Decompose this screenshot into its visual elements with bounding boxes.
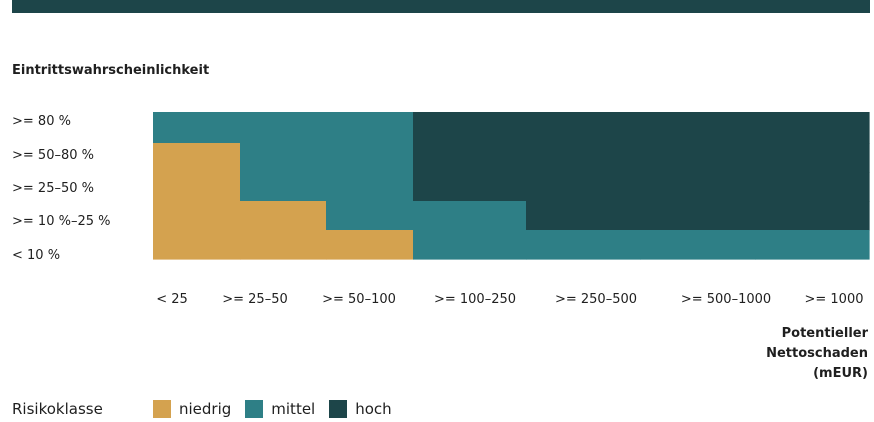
heatmap-cell-mittel <box>326 143 414 173</box>
heatmap-cell-hoch <box>640 112 756 144</box>
heatmap-cell-hoch <box>640 143 756 173</box>
legend-label: niedrig <box>179 400 232 418</box>
x-tick-label: >= 100–250 <box>433 292 517 307</box>
heatmap-cell-niedrig <box>153 201 241 231</box>
heatmap-cell-hoch <box>526 112 641 144</box>
heatmap-cell-hoch <box>755 201 870 231</box>
heatmap-cell-mittel <box>326 112 414 144</box>
y-tick-label: >= 25–50 % <box>12 181 94 196</box>
legend-swatch <box>329 400 348 418</box>
y-tick-label: >= 10 %–25 % <box>12 214 111 229</box>
heatmap-cell-niedrig <box>153 230 241 260</box>
y-tick-label: >= 80 % <box>12 114 71 129</box>
x-axis-title: Potentieller Nettoschaden (mEUR) <box>766 326 868 381</box>
y-axis-title: Eintrittswahrscheinlichkeit <box>12 63 210 78</box>
x-tick-label: >= 50–100 <box>322 292 396 307</box>
x-tick-label: < 25 <box>156 292 188 307</box>
heatmap-cell-hoch <box>413 143 527 173</box>
legend-item-niedrig: niedrig <box>153 400 231 418</box>
heatmap-cell-mittel <box>640 230 756 260</box>
x-tick-label: >= 250–500 <box>554 292 638 307</box>
legend-title: Risikoklasse <box>12 400 103 418</box>
x-tick-label: >= 25–50 <box>222 292 288 307</box>
heatmap-cell-niedrig <box>326 230 414 260</box>
legend-label: hoch <box>355 400 392 418</box>
legend-label: mittel <box>271 400 316 418</box>
legend-item-hoch: hoch <box>329 400 392 418</box>
heatmap-cell-hoch <box>526 201 641 231</box>
heatmap-cell-hoch <box>413 112 527 144</box>
legend-swatch <box>153 400 171 418</box>
y-tick-label: < 10 % <box>12 248 61 263</box>
heatmap-cell-hoch <box>526 143 641 173</box>
heatmap-cell-niedrig <box>153 172 241 202</box>
x-tick-label: >= 500–1000 <box>680 292 772 307</box>
heatmap-cell-mittel <box>326 201 414 231</box>
header-bar <box>12 0 870 13</box>
y-tick-label: >= 50–80 % <box>12 148 94 163</box>
heatmap-cell-mittel <box>240 112 327 144</box>
legend: Risikoklasse niedrig mittel hoch <box>12 398 406 420</box>
x-tick-label: >= 1000 <box>804 292 864 307</box>
heatmap-cell-mittel <box>153 112 241 144</box>
heatmap-cell-niedrig <box>240 201 327 231</box>
heatmap-cell-mittel <box>240 143 327 173</box>
heatmap-cell-hoch <box>755 112 870 144</box>
heatmap-cell-hoch <box>640 172 756 202</box>
heatmap-cell-niedrig <box>240 230 327 260</box>
heatmap-cell-niedrig <box>153 143 241 173</box>
heatmap-cell-mittel <box>526 230 641 260</box>
legend-item-mittel: mittel <box>245 400 315 418</box>
heatmap-cell-hoch <box>413 172 527 202</box>
heatmap-cell-mittel <box>413 230 527 260</box>
heatmap-cell-mittel <box>240 172 327 202</box>
heatmap-cell-mittel <box>413 201 527 231</box>
heatmap-cell-hoch <box>755 172 870 202</box>
heatmap-cell-mittel <box>326 172 414 202</box>
heatmap-cell-mittel <box>755 230 870 260</box>
heatmap-cell-hoch <box>526 172 641 202</box>
heatmap-cell-hoch <box>640 201 756 231</box>
legend-swatch <box>245 400 264 418</box>
heatmap-cell-hoch <box>755 143 870 173</box>
